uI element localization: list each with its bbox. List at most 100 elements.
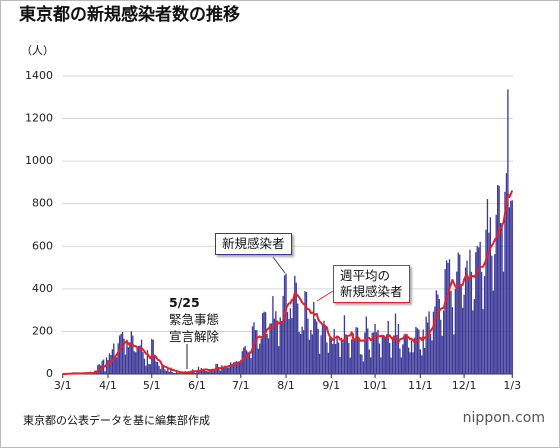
bar — [405, 334, 407, 374]
bar — [212, 368, 214, 374]
bar — [425, 316, 427, 374]
y-tick-label: 600 — [32, 239, 53, 252]
bar — [137, 345, 140, 374]
bar — [165, 370, 168, 374]
bar — [389, 342, 391, 374]
bar — [235, 361, 238, 374]
bar — [307, 318, 309, 374]
bar — [283, 275, 286, 374]
bar — [273, 318, 276, 374]
bar — [116, 357, 118, 374]
annotation: 5/25 緊急事態 宣言解除 — [169, 295, 220, 344]
bar — [463, 294, 465, 374]
bar — [257, 348, 259, 374]
bar — [264, 312, 267, 374]
bar — [175, 371, 178, 374]
x-tick-label: 12/1 — [452, 379, 477, 392]
bar — [158, 365, 160, 374]
bar — [254, 330, 257, 374]
bar — [365, 316, 367, 374]
bar — [381, 335, 384, 374]
bar — [205, 371, 207, 374]
bar — [171, 372, 173, 374]
bar — [170, 367, 172, 374]
x-tick-label: 6/1 — [188, 379, 206, 392]
bar — [437, 294, 439, 374]
bar — [286, 311, 289, 374]
bar — [219, 370, 222, 374]
bar — [206, 371, 208, 374]
bar — [483, 276, 486, 374]
bar — [132, 335, 134, 374]
bar — [297, 303, 299, 374]
bar — [383, 336, 385, 374]
bar — [346, 335, 348, 374]
bar — [168, 371, 170, 374]
bar — [262, 313, 264, 374]
bar — [313, 301, 315, 374]
bar — [432, 311, 435, 374]
bar — [396, 334, 398, 374]
bar — [269, 323, 271, 374]
bar — [234, 361, 236, 374]
bar — [208, 371, 210, 374]
bar — [281, 320, 283, 374]
bar — [374, 323, 376, 374]
x-tick-label: 8/1 — [277, 379, 295, 392]
bar — [120, 333, 122, 374]
bar — [253, 322, 255, 374]
bar — [117, 343, 119, 374]
bar — [210, 369, 213, 374]
bar — [426, 322, 429, 374]
bar — [180, 373, 182, 374]
bar — [146, 350, 149, 374]
bar — [368, 349, 370, 374]
bar — [224, 365, 226, 374]
bar — [164, 369, 166, 374]
bar — [434, 306, 436, 374]
bar — [378, 343, 381, 374]
bar — [162, 366, 165, 374]
bar — [351, 339, 353, 374]
bar — [140, 339, 143, 374]
bar — [260, 338, 262, 374]
bar — [435, 290, 438, 374]
bar — [178, 372, 181, 374]
bar — [237, 361, 239, 374]
bar — [394, 313, 397, 374]
bar — [278, 346, 280, 374]
bar — [511, 200, 513, 374]
bar — [289, 308, 292, 374]
bar — [438, 299, 440, 374]
bar — [275, 311, 277, 374]
bar — [380, 357, 382, 374]
legend-callout: 週平均の 新規感染者 — [333, 265, 410, 303]
bar — [492, 290, 494, 374]
bar — [333, 329, 335, 374]
bar — [406, 334, 408, 374]
bar — [371, 332, 373, 374]
bar — [321, 323, 324, 374]
bar — [172, 372, 175, 374]
bar — [418, 329, 420, 374]
bar — [263, 311, 265, 374]
bar — [156, 361, 159, 374]
x-tick-label: 5/1 — [143, 379, 161, 392]
bar — [193, 371, 195, 374]
bar — [299, 333, 302, 374]
bar — [342, 342, 344, 374]
bar — [145, 365, 147, 374]
bar — [272, 296, 274, 374]
bar — [355, 327, 357, 374]
bar — [445, 260, 448, 374]
bar — [229, 362, 232, 374]
bar — [473, 299, 475, 374]
bar — [110, 355, 112, 374]
bar — [340, 337, 343, 374]
bar — [149, 364, 151, 374]
bar — [209, 370, 211, 374]
bar — [485, 229, 487, 374]
bar — [225, 366, 227, 374]
bar — [482, 309, 484, 374]
bar — [154, 354, 156, 374]
